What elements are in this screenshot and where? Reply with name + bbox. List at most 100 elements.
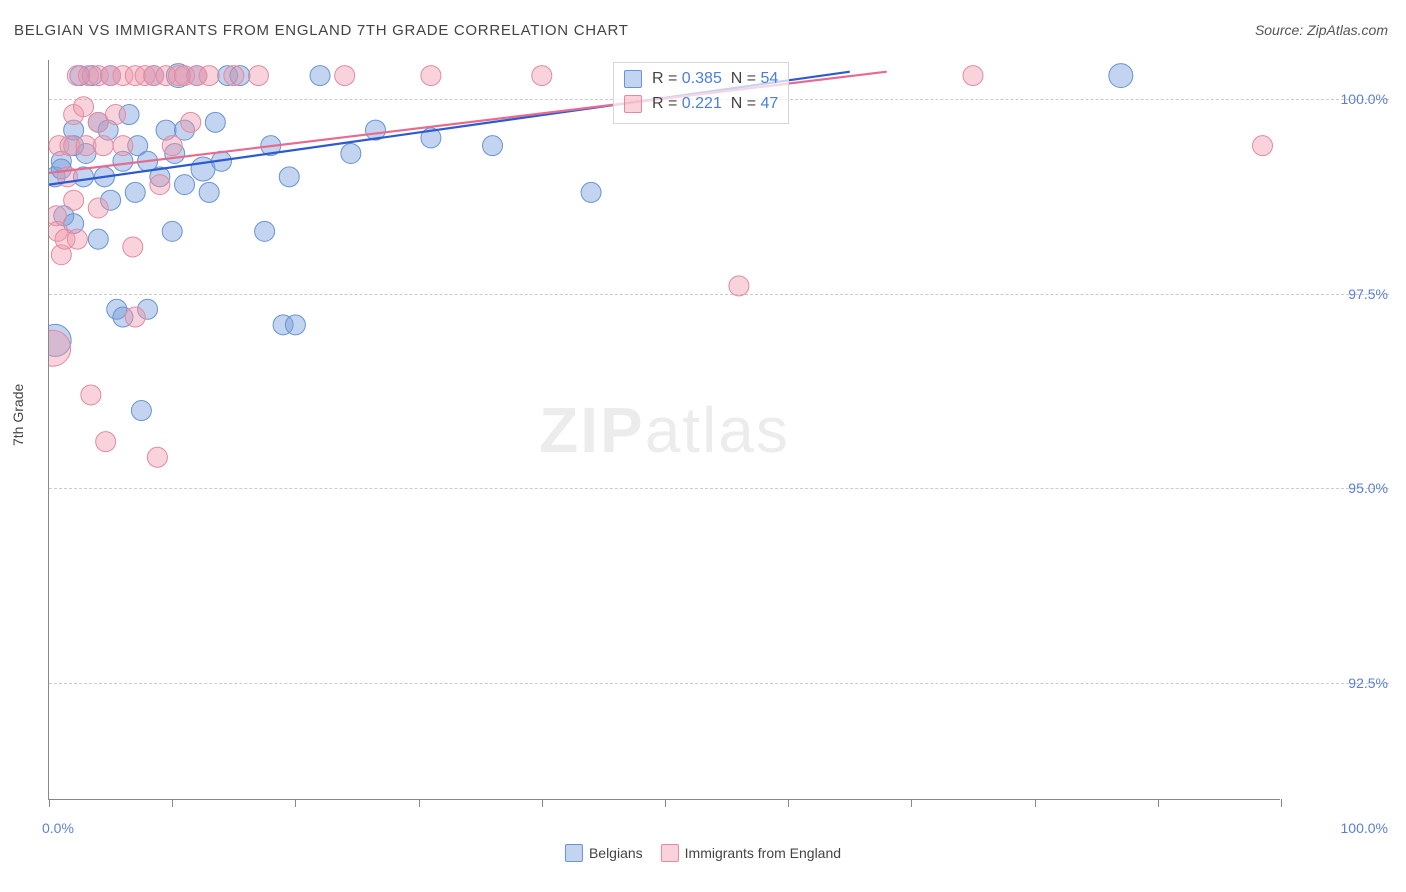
data-point	[106, 105, 126, 125]
data-point	[51, 245, 71, 265]
data-point	[162, 136, 182, 156]
data-point	[532, 66, 552, 86]
x-tick	[419, 799, 420, 807]
data-point	[70, 66, 90, 86]
data-point	[187, 66, 207, 86]
legend-swatch	[624, 70, 642, 88]
legend-label: Immigrants from England	[685, 845, 841, 861]
stats-row: R = 0.385 N = 54	[624, 67, 778, 92]
data-point	[55, 229, 75, 249]
stats-text: R = 0.385 N = 54	[652, 67, 778, 92]
data-point	[341, 143, 361, 163]
x-tick	[911, 799, 912, 807]
data-point	[49, 206, 66, 226]
data-point	[96, 432, 116, 452]
source-label: Source: ZipAtlas.com	[1255, 22, 1388, 38]
data-point	[76, 143, 96, 163]
data-point	[76, 136, 96, 156]
data-point	[187, 66, 207, 86]
data-point	[64, 136, 84, 156]
data-point	[224, 66, 244, 86]
data-point	[181, 112, 201, 132]
data-point	[125, 66, 145, 86]
data-point	[123, 237, 143, 257]
data-point	[199, 66, 219, 86]
x-tick	[542, 799, 543, 807]
data-point	[211, 151, 231, 171]
x-tick	[172, 799, 173, 807]
data-point	[156, 120, 176, 140]
data-point	[310, 66, 330, 86]
legend-item: Belgians	[565, 844, 643, 862]
data-point	[125, 182, 145, 202]
data-point	[54, 206, 74, 226]
data-point	[93, 136, 113, 156]
chart-title: BELGIAN VS IMMIGRANTS FROM ENGLAND 7TH G…	[14, 22, 629, 39]
data-point	[64, 120, 84, 140]
stats-text: R = 0.221 N = 47	[652, 92, 778, 117]
data-point	[138, 299, 158, 319]
data-point	[64, 105, 84, 125]
data-point	[175, 120, 195, 140]
y-tick-label: 92.5%	[1348, 675, 1388, 691]
legend-item: Immigrants from England	[661, 844, 841, 862]
data-point	[168, 66, 188, 86]
watermark-rest: atlas	[645, 394, 790, 466]
data-point	[144, 66, 164, 86]
data-point	[57, 167, 77, 187]
data-point	[101, 190, 121, 210]
data-point	[199, 182, 219, 202]
plot-area: ZIPatlas	[48, 60, 1280, 800]
legend-swatch	[624, 95, 642, 113]
data-point	[49, 167, 65, 187]
data-point	[49, 221, 68, 241]
data-point	[248, 66, 268, 86]
data-point	[365, 120, 385, 140]
data-point	[166, 64, 190, 88]
data-point	[138, 151, 158, 171]
x-tick	[295, 799, 296, 807]
data-point	[101, 66, 121, 86]
stats-row: R = 0.221 N = 47	[624, 92, 778, 117]
data-point	[261, 136, 281, 156]
data-point	[67, 229, 87, 249]
data-point	[67, 66, 87, 86]
x-tick	[665, 799, 666, 807]
data-point	[156, 66, 176, 86]
data-point	[131, 401, 151, 421]
regression-layer	[49, 60, 1281, 800]
data-point	[88, 112, 108, 132]
stats-legend-box: R = 0.385 N = 54R = 0.221 N = 47	[613, 62, 789, 124]
data-point	[60, 136, 80, 156]
data-point	[113, 307, 133, 327]
data-point	[421, 128, 441, 148]
data-point	[963, 66, 983, 86]
legend-swatch	[661, 844, 679, 862]
watermark: ZIPatlas	[539, 393, 790, 467]
data-point	[119, 105, 139, 125]
data-point	[113, 151, 133, 171]
data-point	[483, 136, 503, 156]
x-tick	[1281, 799, 1282, 807]
x-tick	[1158, 799, 1159, 807]
data-point	[150, 167, 170, 187]
data-point	[150, 175, 170, 195]
data-point	[165, 143, 185, 163]
data-point	[218, 66, 238, 86]
legend-swatch	[565, 844, 583, 862]
x-label-min: 0.0%	[42, 820, 74, 836]
y-tick-label: 100.0%	[1341, 91, 1388, 107]
y-axis-label: 7th Grade	[10, 384, 26, 446]
data-point	[51, 159, 71, 179]
data-point	[162, 221, 182, 241]
data-point	[73, 167, 93, 187]
legend-label: Belgians	[589, 845, 643, 861]
data-point	[279, 167, 299, 187]
gridline	[49, 683, 1389, 684]
watermark-bold: ZIP	[539, 394, 645, 466]
gridline	[49, 488, 1389, 489]
data-point	[64, 214, 84, 234]
data-point	[191, 157, 215, 181]
data-point	[78, 66, 98, 86]
data-point	[128, 136, 148, 156]
